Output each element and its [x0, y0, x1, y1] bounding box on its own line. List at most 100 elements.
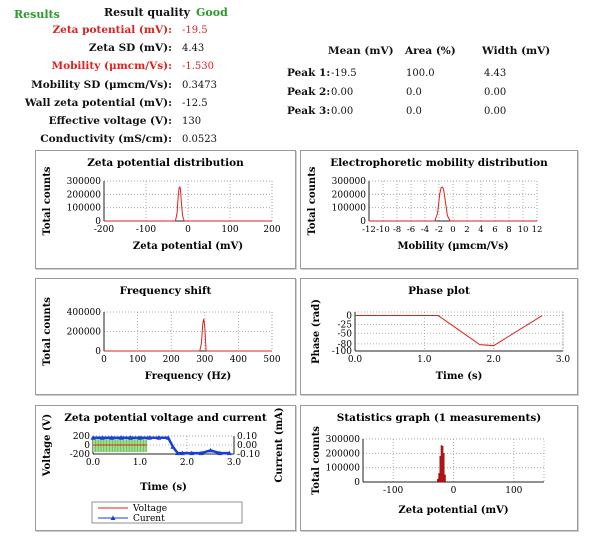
result-label: Mobility (μmcm/Vs): — [51, 60, 172, 73]
y-tick-label: 0 — [360, 217, 366, 227]
y-tick-label: 300000 — [332, 177, 367, 187]
y-axis-label: Total counts — [42, 166, 53, 235]
y-tick-label: 0 — [84, 441, 90, 451]
frequency-shift-panel: Frequency shift 0 100 200 300 400 500 0 200000 40… — [35, 278, 296, 395]
x-tick-label: 0 — [451, 486, 457, 496]
x-tick-label: 500 — [263, 355, 280, 365]
mobility-distribution-panel: Electrophoretic mobility distribution -12… — [300, 150, 578, 269]
peak-mean: 0.00 — [331, 106, 354, 117]
current-marker — [156, 435, 162, 440]
chart-title: Frequency shift — [120, 285, 212, 297]
current-marker — [146, 435, 152, 440]
current-marker — [170, 444, 176, 449]
x-axis-label: Time (s) — [436, 371, 483, 382]
y-tick-label: 100000 — [67, 204, 102, 214]
legend-current-marker — [110, 515, 116, 520]
x-tick-label: 100 — [221, 225, 238, 235]
current-marker — [189, 450, 195, 456]
stats-bar — [438, 473, 440, 483]
current-marker — [118, 435, 124, 440]
legend-voltage-label: Voltage — [132, 504, 167, 514]
y-axis-label: Phase (rad) — [311, 299, 322, 364]
current-marker — [179, 450, 185, 456]
x-tick-label: -8 — [393, 225, 401, 235]
x-tick-label: -6 — [407, 225, 415, 235]
result-label: Zeta potential (mV): — [52, 24, 172, 36]
stats-bar — [440, 445, 443, 483]
result-value: -1.530 — [182, 61, 215, 73]
x-tick-label: 200 — [163, 355, 180, 365]
y2-tick-label: -0.10 — [237, 450, 260, 460]
peak-area: 0.0 — [406, 106, 422, 117]
x-tick-label: 0 — [101, 355, 107, 365]
chart-title: Electrophoretic mobility distribution — [330, 157, 548, 169]
x-axis-label: Zeta potential (mV) — [398, 505, 508, 516]
y-tick-label: 200000 — [326, 449, 361, 459]
y-tick-label: -25 — [338, 320, 353, 330]
x-tick-label: 1.0 — [417, 355, 432, 365]
current-marker — [99, 435, 105, 440]
legend-current-label: Curent — [133, 514, 165, 524]
x-tick-label: 400 — [230, 355, 247, 365]
x-tick-label: 8 — [506, 225, 511, 235]
peak-column-header: Area (%) — [405, 45, 456, 57]
chart-title: Statistics graph (1 measurements) — [337, 412, 542, 424]
results-header: Results — [14, 8, 60, 21]
x-axis-label: Time (s) — [140, 482, 187, 493]
x-tick-label: 300 — [196, 355, 213, 365]
y-tick-label: 200000 — [67, 190, 102, 200]
phase-plot-panel: Phase plot 0.0 1.0 2.0 3.0 -100 -80 -50 -25 0 Time… — [300, 278, 578, 395]
x-axis-label: Zeta potential (mV) — [133, 241, 243, 252]
y2-axis-label: Current (mA) — [274, 407, 285, 482]
result-label: Conductivity (mS/cm): — [40, 133, 172, 146]
y2-tick-label: 0.00 — [237, 441, 257, 451]
current-marker — [175, 450, 181, 456]
peak-width: 4.43 — [484, 68, 507, 79]
x-tick-label: -100 — [136, 225, 156, 235]
mobility-distribution-line — [369, 186, 537, 222]
y-tick-label: 300000 — [326, 435, 361, 445]
x-tick-label: 3.0 — [227, 458, 242, 468]
statistics-graph-chart: Statistics graph (1 measurements) -100 0 10… — [311, 412, 545, 516]
stats-bar — [444, 474, 446, 483]
stats-bar — [441, 445, 444, 483]
x-tick-label: 6 — [492, 225, 497, 235]
x-tick-label: -200 — [94, 225, 114, 235]
peak-column-header: Mean (mV) — [328, 45, 394, 57]
x-tick-label: 0.0 — [86, 458, 101, 468]
peak-column-header: Width (mV) — [482, 45, 551, 57]
chart-title: Zeta potential distribution — [87, 157, 244, 169]
mobility-distribution-chart: Electrophoretic mobility distribution -12… — [307, 157, 548, 252]
voltage-current-panel: Zeta potential voltage and current 0.0 1.0… — [35, 405, 296, 531]
zeta-distribution-panel: Zeta potential distribution -200 -100 0 100 2… — [35, 150, 296, 269]
voltage-current-chart: Zeta potential voltage and current 0.0 1.0… — [42, 407, 285, 524]
y-tick-label: 0 — [354, 478, 360, 488]
y-tick-label: 0 — [95, 347, 101, 357]
x-tick-label: -12 — [362, 225, 376, 235]
x-tick-label: 200 — [263, 225, 280, 235]
x-tick-label: 0.0 — [348, 355, 363, 365]
peak-mean: 0.00 — [331, 87, 354, 98]
peak-label: Peak 2: — [287, 86, 331, 98]
peak-width: 0.00 — [484, 87, 507, 98]
x-tick-label: 2.0 — [487, 355, 502, 365]
frequency-shift-line — [104, 318, 272, 352]
y-axis-label: Total counts — [307, 166, 318, 235]
x-tick-label: 3.0 — [556, 355, 571, 365]
current-marker — [217, 450, 223, 456]
x-axis-label: Frequency (Hz) — [145, 371, 231, 382]
x-tick-label: 2.0 — [180, 458, 195, 468]
x-axis-label: Mobility (μmcm/Vs) — [397, 241, 508, 252]
y-tick-label: 400000 — [67, 308, 102, 318]
result-quality-value: Good — [196, 6, 228, 19]
peak-label: Peak 3: — [287, 105, 331, 117]
result-value: 0.3473 — [182, 79, 217, 91]
chart-title: Zeta potential voltage and current — [64, 412, 267, 424]
phase-plot-chart: Phase plot 0.0 1.0 2.0 3.0 -100-80-50-250 Time… — [311, 285, 571, 382]
current-marker — [128, 435, 134, 440]
x-tick-label: 10 — [518, 225, 529, 235]
peak-label: Peak 1: — [287, 67, 331, 79]
x-tick-label: 0 — [185, 225, 191, 235]
chart-title: Phase plot — [408, 285, 470, 297]
x-tick-label: -4 — [421, 225, 429, 235]
